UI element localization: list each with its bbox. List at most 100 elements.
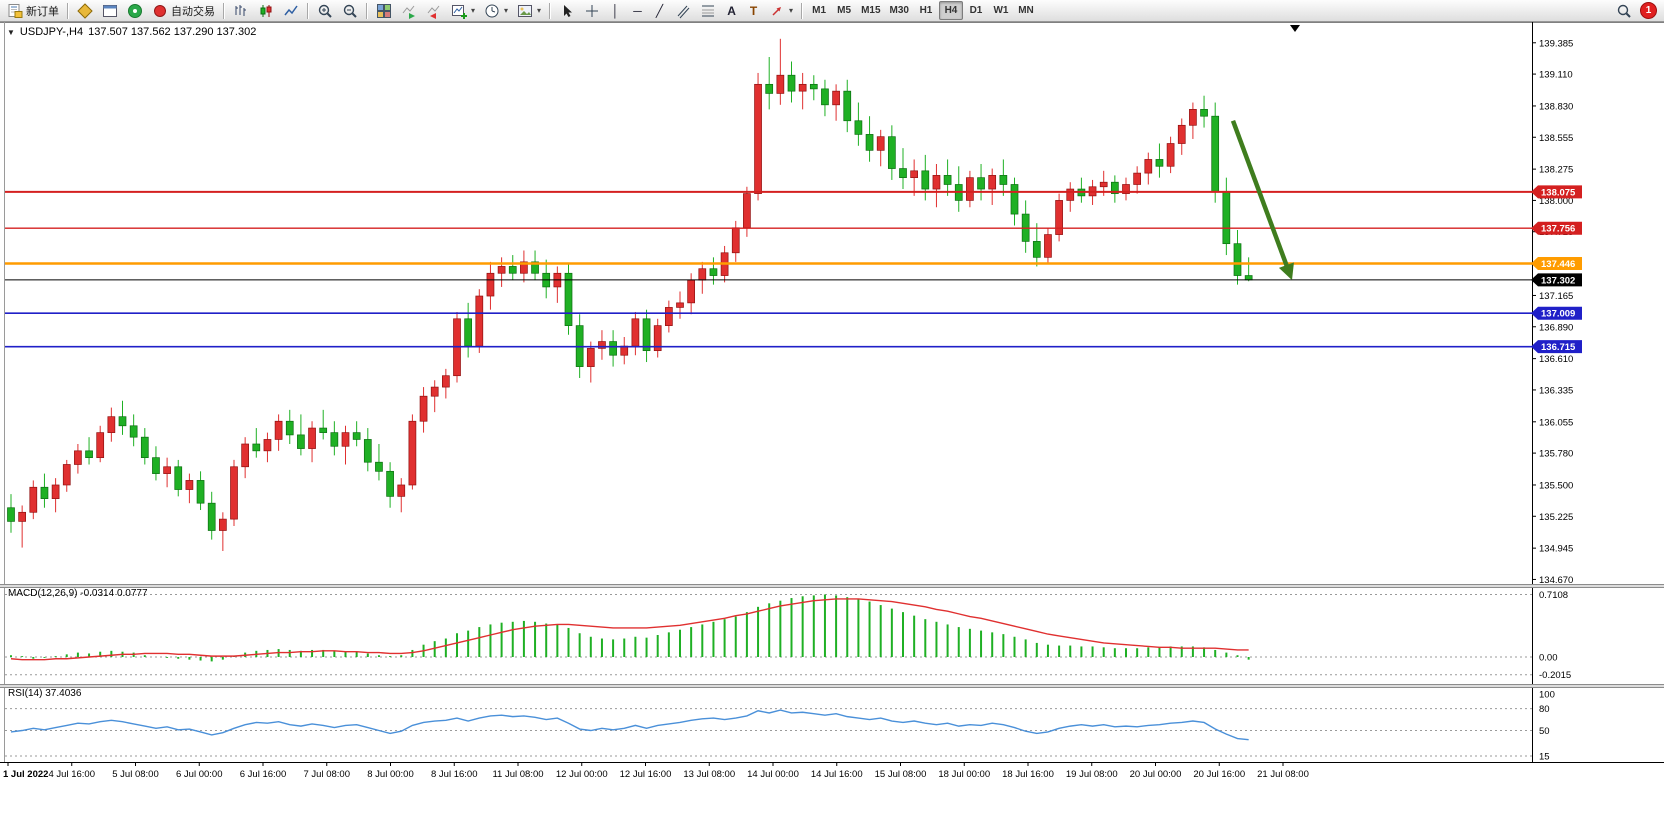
line-chart-button[interactable]	[279, 1, 303, 20]
label-button[interactable]: T	[743, 1, 764, 20]
zoom-in-button[interactable]	[313, 1, 337, 20]
candle	[330, 421, 339, 456]
toolbar-separator	[801, 2, 804, 19]
candle	[219, 512, 227, 551]
toolbar-right-group: 1	[1612, 1, 1661, 20]
zoom-out-icon	[343, 4, 357, 18]
new-chart-button[interactable]: ▾	[447, 1, 479, 20]
line-chart-icon	[284, 5, 298, 15]
vertical-line-button[interactable]: │	[605, 1, 626, 20]
time-axis-label: 1 Jul 2022	[3, 769, 48, 780]
candle	[341, 425, 350, 465]
main-toolbar: 新订单 自动交易	[0, 0, 1664, 22]
new-order-button[interactable]: 新订单	[3, 1, 63, 20]
auto-scroll-button[interactable]	[397, 1, 421, 20]
candle	[754, 72, 762, 201]
candle	[7, 494, 15, 533]
chart-shift-marker[interactable]	[1290, 25, 1300, 32]
candle	[899, 148, 907, 190]
candle	[531, 250, 539, 281]
data-window-button[interactable]	[98, 1, 122, 20]
timeframe-m15-button[interactable]: M15	[857, 1, 884, 20]
cursor-button[interactable]	[555, 1, 579, 20]
candle	[854, 102, 863, 146]
timeframe-m5-button[interactable]: M5	[832, 1, 856, 20]
timeframe-h1-button[interactable]: H1	[914, 1, 938, 20]
pivot-line-tag: 137.446	[1531, 256, 1582, 270]
tile-windows-button[interactable]	[372, 1, 396, 20]
fibonacci-button[interactable]	[696, 1, 720, 20]
channel-button[interactable]	[671, 1, 695, 20]
zoom-out-button[interactable]	[338, 1, 362, 20]
time-axis-label: 13 Jul 08:00	[683, 769, 735, 780]
time-axis-label: 8 Jul 16:00	[431, 769, 477, 780]
current-price-line-tag: 137.302	[1531, 273, 1582, 287]
search-button[interactable]	[1612, 1, 1636, 20]
price-tag-label: 137.302	[1541, 275, 1575, 286]
candle	[943, 159, 952, 196]
notification-badge[interactable]: 1	[1640, 2, 1657, 19]
auto-trading-button[interactable]: 自动交易	[148, 1, 219, 20]
candle	[1200, 95, 1208, 128]
time-axis-label: 12 Jul 00:00	[556, 769, 608, 780]
time-axis-label: 12 Jul 16:00	[620, 769, 672, 780]
price-tag-label: 137.756	[1541, 224, 1575, 235]
toolbar-separator	[223, 2, 225, 19]
navigator-button[interactable]	[123, 1, 147, 20]
price-axis-label: 136.335	[1539, 385, 1573, 396]
candle	[1189, 102, 1197, 139]
chart-shift-button[interactable]	[422, 1, 446, 20]
period-button[interactable]: ▾	[480, 1, 512, 20]
arrows-button[interactable]: ▾	[765, 1, 797, 20]
timeframe-m30-button[interactable]: M30	[886, 1, 913, 20]
trend-arrow[interactable]	[1230, 119, 1294, 281]
crosshair-button[interactable]	[580, 1, 604, 20]
timeframe-d1-button[interactable]: D1	[964, 1, 988, 20]
crosshair-icon	[586, 4, 599, 17]
candle	[1055, 193, 1063, 242]
market-watch-icon	[77, 2, 93, 19]
price-axis-label: 138.000	[1539, 196, 1573, 207]
label-tool-icon: T	[749, 3, 758, 18]
horizontal-line-button[interactable]: ─	[627, 1, 648, 20]
collapse-icon[interactable]: ▼	[7, 27, 15, 37]
candle	[352, 421, 361, 447]
timeframe-h4-button[interactable]: H4	[938, 1, 963, 20]
chart-shift-icon	[427, 5, 440, 19]
candle	[497, 257, 506, 287]
timeframe-mn-button[interactable]: MN	[1014, 1, 1038, 20]
time-axis-label: 11 Jul 08:00	[492, 769, 543, 780]
candle	[308, 421, 316, 463]
candle	[1032, 223, 1041, 267]
price-tag-label: 137.446	[1541, 259, 1575, 270]
toolbar-separator	[366, 2, 368, 19]
time-axis-label: 7 Jul 08:00	[304, 769, 350, 780]
candle	[1066, 182, 1075, 212]
text-button[interactable]: A	[721, 1, 742, 20]
candle	[40, 473, 49, 508]
rsi-line	[10, 709, 1249, 741]
candle	[408, 414, 417, 490]
price-axis-label: 135.225	[1539, 512, 1573, 523]
time-axis-label: 14 Jul 16:00	[811, 769, 863, 780]
timeframe-w1-button[interactable]: W1	[989, 1, 1013, 20]
timeframe-m1-button[interactable]: M1	[807, 1, 831, 20]
candle	[809, 75, 818, 101]
cursor-icon	[564, 4, 573, 17]
price-axis-label: 135.780	[1539, 449, 1573, 460]
trendline-button[interactable]: ╱	[649, 1, 670, 20]
market-watch-button[interactable]	[73, 1, 97, 20]
candle-chart-button[interactable]	[254, 1, 278, 20]
candle	[709, 257, 718, 285]
search-icon	[1617, 4, 1631, 18]
candle	[787, 61, 796, 103]
rsi-indicator-label: RSI(14) 37.4036	[8, 688, 82, 699]
fibonacci-icon	[702, 5, 715, 16]
candle	[129, 414, 138, 447]
bar-chart-button[interactable]	[229, 1, 253, 20]
template-button[interactable]: ▾	[513, 1, 545, 20]
macd-scale-label: 0.7108	[1539, 590, 1568, 601]
candle	[185, 473, 194, 504]
